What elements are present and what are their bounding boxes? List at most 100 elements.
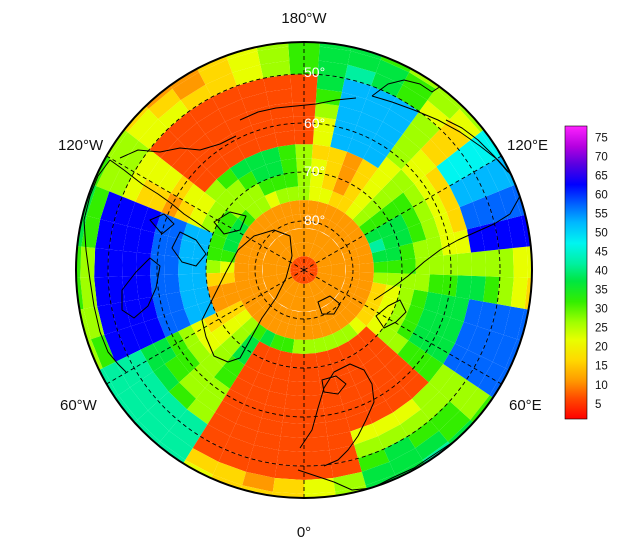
- meridian-line: [106, 155, 305, 271]
- grid-cell: [272, 477, 304, 494]
- grid-cell: [158, 100, 189, 130]
- grid-cell: [472, 196, 495, 226]
- grid-cell: [337, 235, 353, 249]
- grid-cell: [357, 326, 377, 346]
- colorbar: 75 70 65 60 55 50 45 40 35 30 25 20 15 10 5: [564, 125, 608, 420]
- grid-cell: [449, 179, 473, 208]
- grid-cell: [280, 158, 298, 175]
- grid-cell: [471, 250, 486, 277]
- grid-cell: [280, 201, 293, 218]
- grid-cell: [178, 239, 196, 259]
- grid-cell: [315, 88, 342, 106]
- grid-cell: [199, 332, 221, 355]
- grid-cell: [366, 85, 397, 110]
- grid-cell: [497, 276, 514, 307]
- grid-cell: [311, 144, 331, 161]
- grid-cell: [192, 436, 225, 462]
- grid-cell: [428, 363, 455, 392]
- grid-cell: [298, 186, 310, 201]
- grid-cell: [332, 329, 349, 347]
- grid-cell: [292, 214, 302, 229]
- grid-cell: [167, 111, 198, 140]
- grid-cell: [122, 225, 141, 253]
- grid-cell: [316, 272, 332, 284]
- grid-cell: [397, 340, 421, 364]
- grid-cell: [369, 134, 395, 157]
- grid-cell: [222, 238, 240, 254]
- grid-cell: [300, 214, 308, 229]
- grid-cell: [276, 350, 293, 368]
- grid-cell: [429, 401, 461, 431]
- arctic-islands: [149, 211, 247, 267]
- grid-cell: [214, 400, 242, 424]
- grid-cell: [343, 277, 360, 288]
- grid-cell: [356, 112, 383, 135]
- grid-cell: [117, 326, 141, 356]
- grid-cell: [359, 218, 377, 235]
- grid-cell: [375, 59, 410, 85]
- grid-cell: [420, 217, 440, 240]
- grid-cell: [270, 491, 304, 498]
- grid-cell: [304, 256, 313, 270]
- grid-cell: [264, 346, 281, 365]
- grid-cell: [235, 410, 262, 432]
- colorbar-tick-label: 65: [595, 170, 608, 182]
- grid-cell: [149, 129, 178, 158]
- grid-cell: [90, 334, 116, 369]
- grid-cell: [447, 149, 474, 179]
- grid-cell: [473, 165, 499, 197]
- grid-cell: [276, 265, 291, 275]
- grid-cell: [348, 316, 367, 335]
- grid-cell: [283, 172, 299, 188]
- grid-cell: [370, 282, 387, 296]
- grid-cell: [127, 349, 154, 380]
- grid-cell: [317, 265, 332, 275]
- grid-cell: [100, 191, 123, 223]
- grid-cell: [277, 217, 290, 233]
- grid-cell: [253, 431, 281, 451]
- colorbar-tick-label: 60: [595, 189, 608, 201]
- grid-cell: [304, 270, 317, 281]
- grid-cell: [330, 208, 346, 225]
- grid-cell: [361, 461, 396, 486]
- grid-cell: [122, 250, 137, 277]
- grid-cell: [192, 258, 207, 274]
- lon-label-60w: 60°W: [60, 397, 98, 414]
- grid-cell: [241, 316, 260, 335]
- grid-cell: [164, 274, 180, 295]
- grid-cell: [257, 177, 276, 196]
- grid-cell: [345, 202, 363, 220]
- latitude-circle: [156, 122, 452, 418]
- grid-cell: [204, 179, 227, 202]
- grid-cell: [304, 491, 338, 498]
- grid-cell: [231, 218, 249, 235]
- grid-cell: [160, 139, 188, 167]
- grid-cell: [136, 229, 155, 254]
- latitude-circle: [254, 220, 354, 320]
- grid-cell: [430, 129, 459, 158]
- grid-cell: [449, 108, 481, 141]
- grid-cell: [294, 283, 304, 298]
- grid-cell: [234, 271, 249, 283]
- grid-cell: [319, 321, 333, 338]
- grid-cell: [396, 84, 428, 112]
- grid-cell: [400, 273, 416, 290]
- colorbar-ticks: 75 70 65 60 55 50 45 40 35 30 25 20 15 10 5: [595, 132, 608, 410]
- grid-cell: [212, 461, 247, 486]
- latitude-circle: [107, 73, 501, 467]
- grid-cell: [337, 164, 357, 184]
- grid-cell: [94, 276, 111, 307]
- grid-cell: [383, 284, 401, 301]
- grid-cell: [249, 444, 279, 465]
- grid-cell: [293, 116, 315, 131]
- grid-cell: [316, 256, 332, 268]
- grid-cell: [313, 230, 331, 249]
- grid-cell: [454, 349, 481, 380]
- grid-cell: [369, 168, 392, 190]
- colorbar-tick-label: 10: [595, 380, 608, 392]
- grid-cell: [195, 228, 214, 247]
- grid-cell: [278, 436, 304, 452]
- kamchatka-coastline: [371, 79, 445, 97]
- grid-cell: [341, 78, 372, 99]
- grid-cell: [457, 252, 472, 276]
